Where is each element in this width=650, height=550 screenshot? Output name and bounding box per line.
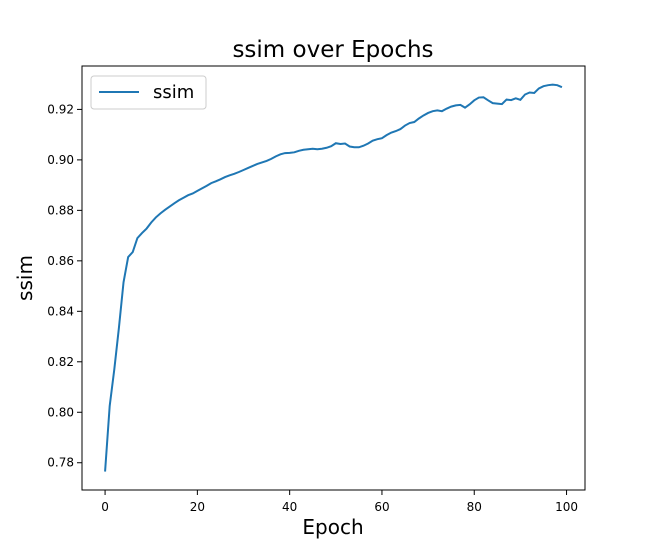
x-tick-label: 20 [190,500,205,514]
y-axis-title: ssim [13,255,37,301]
x-axis-title: Epoch [302,515,363,539]
y-tick-label: 0.84 [47,304,74,318]
y-tick-label: 0.88 [47,203,74,217]
plot-frame [81,65,586,491]
y-tick-label: 0.86 [47,254,74,268]
y-tick-label: 0.80 [47,405,74,419]
chart-title: ssim over Epochs [232,37,433,63]
x-tick-label: 80 [467,500,482,514]
x-tick-label: 0 [101,500,109,514]
y-tick-label: 0.90 [47,153,74,167]
legend: ssim [90,75,207,110]
x-tick-label: 40 [282,500,297,514]
plot-area: 0 20 40 60 80 100 0.78 0.80 0.82 0.84 0.86 0.88 0.9… [47,65,586,514]
ssim-series-line [104,83,563,472]
y-axis-ticks: 0.78 0.80 0.82 0.84 0.86 0.88 0.90 0.92 [47,102,82,470]
legend-box [90,75,207,110]
y-tick-label: 0.82 [47,355,74,369]
y-tick-label: 0.78 [47,456,74,470]
x-tick-label: 100 [555,500,578,514]
x-tick-label: 60 [374,500,389,514]
x-axis-ticks: 0 20 40 60 80 100 [101,490,578,514]
y-tick-label: 0.92 [47,102,74,116]
legend-series-label: ssim [153,82,194,103]
